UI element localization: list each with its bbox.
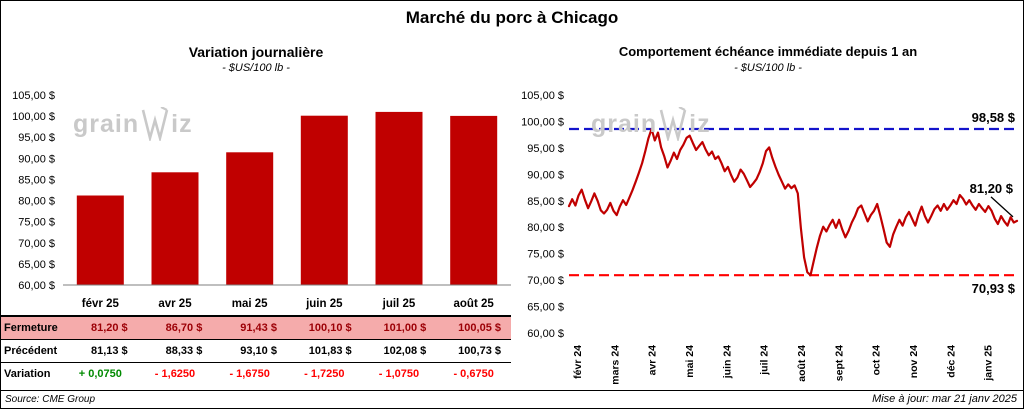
right-chart-subtitle: - $US/100 lb - [734,62,802,74]
source-note: Source: CME Group [5,394,96,405]
line-chart: 105,00 $ 100,00 $ 95,00 $ 90,00 $ 85,00 $ 80,… [521,90,1019,385]
month-header: avr 25 [158,298,192,310]
table-value-cell: 100,10 $ [308,322,352,334]
daily-variation-panel: Variation journalière - $US/100 lb - 105… [1,31,511,392]
table-value-cell: 102,08 $ [383,345,427,357]
line-x-tick-label: oct 24 [871,345,883,376]
last-price-pointer [990,196,1014,218]
table-value-cell: - 1,6250 [154,368,196,380]
line-y-tick-label: 75,00 $ [527,249,564,261]
month-header: mai 25 [231,298,268,310]
bar-y-tick-label: 100,00 $ [12,111,55,123]
line-x-tick-label: déc 24 [945,345,957,378]
table-value-cell: - 1,0750 [378,368,420,380]
line-x-tick-label: mars 24 [609,345,621,385]
bar-y-tick-label: 105,00 $ [12,90,55,102]
bar-y-tick-label: 65,00 $ [18,259,55,271]
table-month-header-row: févr 25 avr 25 mai 25 juin 25 juil 25 août 25 [1,293,511,316]
table-value-cell: - 1,6750 [229,368,270,380]
line-x-tick-label: sept 24 [833,345,845,381]
bar-y-tick-label: 70,00 $ [18,238,55,250]
line-x-tick-label: mai 24 [684,345,696,378]
table-value-cell: 93,10 $ [240,345,277,357]
update-note: Mise à jour: mar 21 janv 2025 [872,393,1017,405]
last-price-label: 81,20 $ [970,181,1014,196]
table-value-cell: 100,05 $ [458,322,501,334]
month-header: févr 25 [81,298,119,310]
table-value-cell: 88,33 $ [165,345,203,357]
bar-y-tick-label: 85,00 $ [18,174,55,186]
table-value-cell: 81,13 $ [90,345,128,357]
front-month-panel: Comportement échéance immédiate depuis 1… [511,31,1023,392]
bar-y-tick-label: 60,00 $ [18,280,55,292]
table-value-cell: 101,83 $ [308,345,352,357]
bar-y-tick-label: 80,00 $ [18,196,55,208]
line-x-tick-label: févr 24 [572,345,584,379]
bar-avr 25 [151,172,199,285]
bar-chart: 105,00 $ 100,00 $ 95,00 $ 90,00 $ 85,00 $ 80,… [12,90,511,292]
price-table: févr 25 avr 25 mai 25 juin 25 juil 25 août 25… [1,293,511,385]
table-row-var: Variation + 0,0750 - 1,6250 - 1,6750 - 1,725… [1,363,511,386]
table-row-close: Fermeture 81,20 $ 86,70 $ 91,43 $ 100,10 $ 10… [1,316,511,340]
table-value-cell: + 0,0750 [78,368,122,380]
line-y-tick-label: 65,00 $ [527,302,564,314]
month-header: juin 25 [306,298,343,310]
line-y-tick-label: 105,00 $ [521,90,564,102]
bar-y-tick-label: 90,00 $ [18,153,55,165]
footer: Source: CME Group Mise à jour: mar 21 ja… [1,390,1023,408]
line-x-tick-label: juil 24 [759,345,771,376]
bar-juin 25 [300,115,348,285]
row-label: Fermeture [4,322,58,334]
bar-mai 25 [226,152,274,285]
table-corner-cell [1,293,63,316]
table-value-cell: 91,43 $ [240,322,277,334]
line-x-tick-label: août 24 [796,345,808,382]
table-value-cell: - 1,7250 [304,368,345,380]
bar-juil 25 [375,111,423,286]
line-y-tick-label: 85,00 $ [527,196,564,208]
table-value-cell: 86,70 $ [165,322,203,334]
row-label: Variation [4,368,51,380]
line-x-tick-label: janv 25 [983,345,995,382]
page-title: Marché du porc à Chicago [405,8,619,27]
line-y-tick-label: 70,00 $ [527,275,564,287]
price-line [567,127,1019,277]
bar-y-tick-label: 95,00 $ [18,132,55,144]
row-label: Précédent [4,345,58,357]
line-x-tick-label: juin 24 [721,345,733,379]
low-ref-label: 70,93 $ [972,281,1016,296]
line-y-tick-label: 100,00 $ [521,116,564,128]
table-value-cell: 101,00 $ [383,322,427,334]
left-chart-title: Variation journalière [188,44,324,60]
table-value-cell: - 0,6750 [453,368,494,380]
month-header: août 25 [453,298,494,310]
table-value-cell: 100,73 $ [458,345,501,357]
table-row-prev: Précédent 81,13 $ 88,33 $ 93,10 $ 101,83 $ 10… [1,340,511,363]
left-chart-subtitle: - $US/100 lb - [222,62,290,74]
line-y-tick-label: 80,00 $ [527,222,564,234]
line-x-tick-label: avr 24 [647,345,659,376]
line-y-tick-label: 95,00 $ [527,143,564,155]
bar-févr 25 [76,195,124,285]
line-y-tick-label: 90,00 $ [527,169,564,181]
bar-août 25 [450,115,498,286]
bar-y-tick-label: 75,00 $ [18,217,55,229]
month-header: juil 25 [382,298,416,310]
high-ref-label: 98,58 $ [972,110,1016,125]
right-chart-title: Comportement échéance immédiate depuis 1… [618,44,918,59]
line-y-tick-label: 60,00 $ [527,328,564,340]
table-value-cell: 81,20 $ [90,322,128,334]
line-x-tick-label: nov 24 [908,345,920,378]
